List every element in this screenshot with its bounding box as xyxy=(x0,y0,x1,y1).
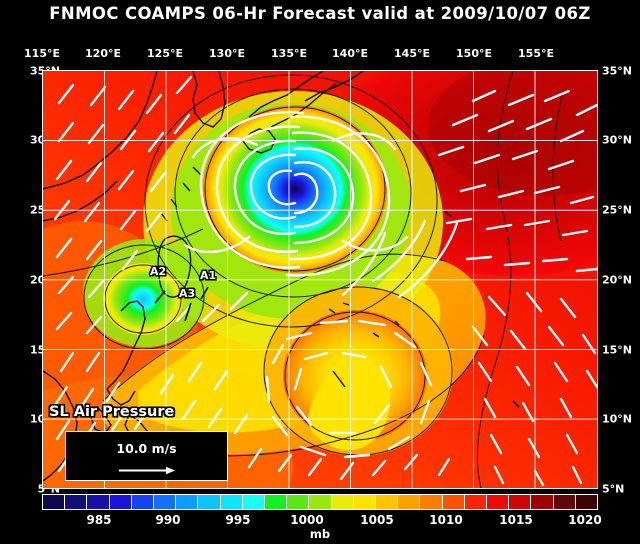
colorbar-segment xyxy=(309,495,332,509)
storm-label-a2: A2 xyxy=(150,265,167,278)
colorbar-segment xyxy=(265,495,288,509)
colorbar-segment xyxy=(331,495,354,509)
colorbar-segment xyxy=(353,495,377,509)
colorbar-segment xyxy=(575,495,598,509)
lon-tick-130e: 130°E xyxy=(209,47,245,60)
lat-tick-20n-right: 20°N xyxy=(602,273,633,287)
colorbar-segment xyxy=(109,495,132,509)
lon-tick-135e: 135°E xyxy=(271,47,307,60)
page-title: FNMOC COAMPS 06-Hr Forecast valid at 200… xyxy=(49,4,591,23)
colorbar-unit-label: mb xyxy=(309,527,331,541)
colorbar-segment xyxy=(287,495,310,509)
colorbar-segment xyxy=(531,495,554,509)
lon-tick-120e: 120°E xyxy=(85,47,121,60)
wind-scale-key: 10.0 m/s xyxy=(65,431,228,481)
colorbar-tick-1005: 1005 xyxy=(360,513,394,527)
wind-scale-arrow-icon xyxy=(118,460,176,475)
lat-tick-25n-right: 25°N xyxy=(602,203,633,217)
colorbar-segment xyxy=(87,495,110,509)
colorbar-tick-1015: 1015 xyxy=(499,513,533,527)
colorbar-tick-985: 985 xyxy=(86,513,112,527)
colorbar-segment xyxy=(43,495,66,509)
lon-tick-150e: 150°E xyxy=(456,47,492,60)
colorbar-segment xyxy=(420,495,443,509)
colorbar-segment xyxy=(176,495,199,509)
field-name-label: SL Air Pressure xyxy=(49,404,175,420)
colorbar-segment xyxy=(154,495,177,509)
lon-tick-125e: 125°E xyxy=(147,47,183,60)
colorbar-tick-1000: 1000 xyxy=(290,513,324,527)
colorbar-segment xyxy=(131,495,155,509)
lat-tick-5n-right: 5°N xyxy=(602,482,625,496)
forecast-map-panel[interactable]: A1 A2 A3 SL Air Pressure 10.0 m/s xyxy=(42,70,598,489)
colorbar-segment xyxy=(198,495,221,509)
wind-scale-value: 10.0 m/s xyxy=(116,440,177,456)
colorbar-segment xyxy=(220,495,243,509)
colorbar-segment xyxy=(242,495,266,509)
pressure-field-svg xyxy=(43,71,597,488)
colorbar-segment xyxy=(553,495,576,509)
colorbar-segment xyxy=(509,495,532,509)
storm-label-a1: A1 xyxy=(200,269,217,282)
colorbar-tick-1010: 1010 xyxy=(429,513,463,527)
colorbar-segment xyxy=(442,495,465,509)
lon-tick-155e: 155°E xyxy=(518,47,554,60)
colorbar-segment xyxy=(464,495,488,509)
pressure-colorbar[interactable] xyxy=(42,494,598,510)
storm-label-a3: A3 xyxy=(179,287,196,300)
lat-tick-15n-right: 15°N xyxy=(602,343,633,357)
colorbar-tick-1020: 1020 xyxy=(568,513,602,527)
colorbar-segment xyxy=(376,495,399,509)
lon-tick-145e: 145°E xyxy=(394,47,430,60)
colorbar-tick-995: 995 xyxy=(225,513,251,527)
colorbar-segment xyxy=(65,495,88,509)
lat-tick-35n-right: 35°N xyxy=(602,64,633,78)
lat-tick-30n-right: 30°N xyxy=(602,133,633,147)
lat-tick-10n-right: 10°N xyxy=(602,412,633,426)
lon-tick-140e: 140°E xyxy=(332,47,368,60)
colorbar-segment xyxy=(398,495,421,509)
map-canvas xyxy=(43,71,597,488)
colorbar-segment xyxy=(487,495,510,509)
lon-tick-115e: 115°E xyxy=(24,47,60,60)
colorbar-tick-990: 990 xyxy=(155,513,181,527)
